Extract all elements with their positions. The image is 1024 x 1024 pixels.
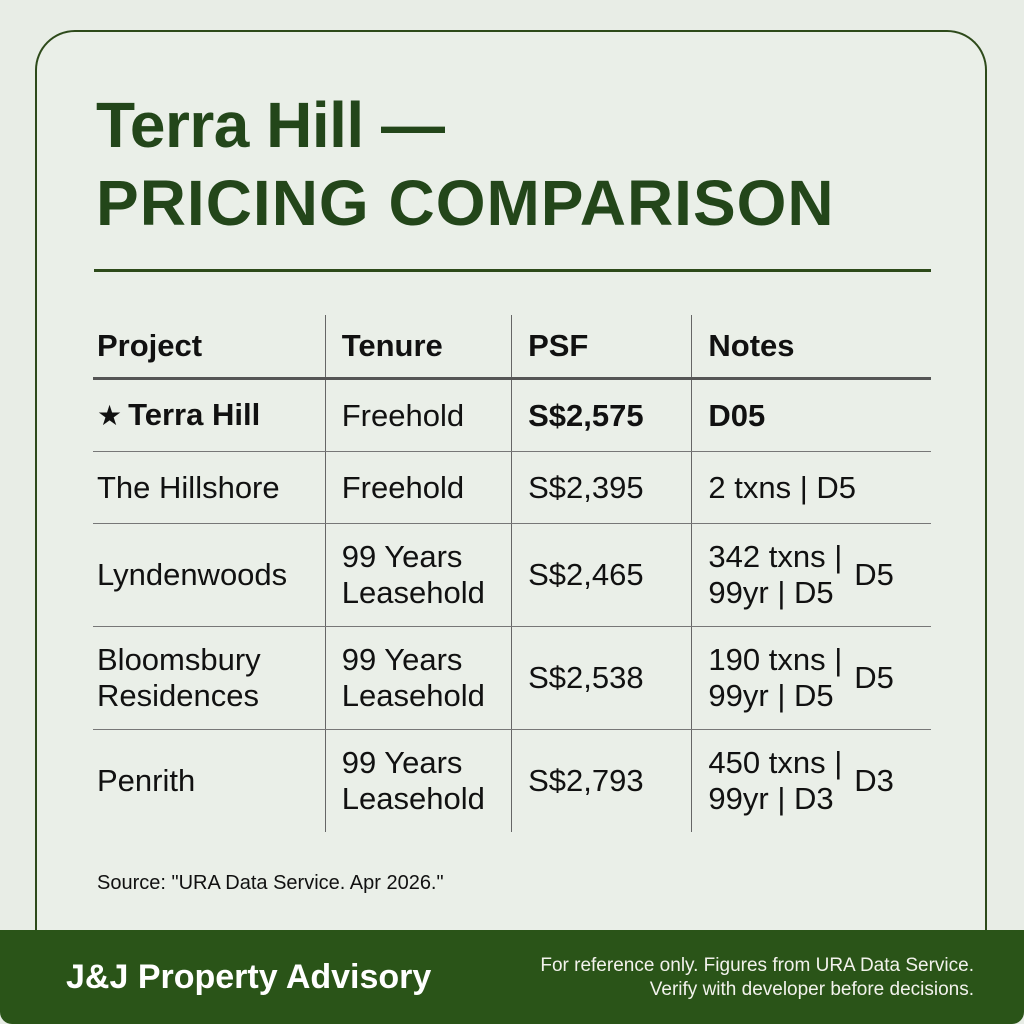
notes-district: D5	[854, 557, 894, 592]
tenure-line-1: 99 Years	[341, 539, 463, 574]
psf-cell: S$2,793	[511, 729, 692, 832]
notes-cell: 2 txns | D5	[691, 451, 931, 524]
notes-line-1: 450 txns |	[708, 745, 843, 780]
project-cell: Penrith	[97, 763, 196, 798]
pricing-table: Project Tenure PSF Notes ★ Terra Hill Fre…	[93, 315, 931, 832]
footer-bar: J&J Property Advisory For reference only…	[0, 930, 1024, 1024]
notes-line-2: 99yr | D5	[708, 575, 834, 610]
table-row-lyndenwoods: Lyndenwoods 99 Years Leasehold S$2,465 3…	[93, 523, 931, 627]
notes-cell: 190 txns | 99yr | D5 D5	[691, 626, 931, 730]
project-cell: Bloomsbury Residences	[93, 626, 326, 730]
notes-line-1: 342 txns |	[708, 539, 843, 574]
notes-line-1: 190 txns |	[708, 642, 843, 677]
tenure-cell: 99 Years Leasehold	[324, 729, 512, 832]
tenure-line-1: 99 Years	[341, 642, 463, 677]
psf-cell: S$2,465	[511, 523, 692, 627]
tenure-line-2: Leasehold	[341, 781, 485, 816]
project-line-2: Residences	[97, 678, 259, 713]
column-header-project: Project	[93, 315, 326, 380]
disclaimer: For reference only. Figures from URA Dat…	[540, 954, 974, 1002]
column-header-tenure: Tenure	[324, 315, 512, 380]
notes-line-2: 99yr | D3	[708, 781, 834, 816]
disclaimer-line-1: For reference only. Figures from URA Dat…	[540, 955, 974, 976]
project-cell: ★ Terra Hill	[93, 378, 326, 452]
notes-district: D3	[854, 763, 894, 798]
notes-cell: 342 txns | 99yr | D5 D5	[691, 523, 931, 627]
brand-name: J&J Property Advisory	[66, 958, 432, 996]
tenure-cell: 99 Years Leasehold	[324, 523, 512, 627]
table-row-penrith: Penrith 99 Years Leasehold S$2,793 450 t…	[93, 729, 931, 832]
page-title: Terra Hill — PRICING COMPARISON	[96, 86, 835, 242]
table-row-the-hillshore: The Hillshore Freehold S$2,395 2 txns | …	[93, 451, 931, 524]
project-line-1: Bloomsbury	[97, 642, 261, 677]
psf-cell: S$2,395	[511, 451, 692, 524]
disclaimer-line-2: Verify with developer before decisions.	[649, 979, 974, 1000]
table-row-bloomsbury-residences: Bloomsbury Residences 99 Years Leasehold…	[93, 626, 931, 730]
column-header-psf: PSF	[511, 315, 692, 380]
table-row-terra-hill: ★ Terra Hill Freehold S$2,575 D05	[93, 378, 931, 452]
source-note: Source: "URA Data Service. Apr 2026."	[97, 872, 444, 894]
notes-district: D5	[854, 660, 894, 695]
tenure-line-1: 99 Years	[341, 745, 463, 780]
table-header-row: Project Tenure PSF Notes	[93, 315, 931, 380]
psf-cell: S$2,538	[511, 626, 692, 730]
notes-cell: 450 txns | 99yr | D3 D3	[691, 729, 931, 832]
project-name: Terra Hill	[128, 397, 261, 432]
notes-line-2: 99yr | D5	[708, 678, 834, 713]
tenure-cell: 99 Years Leasehold	[324, 626, 512, 730]
star-icon: ★	[97, 400, 123, 431]
title-divider	[94, 269, 931, 272]
tenure-line-2: Leasehold	[341, 678, 485, 713]
psf-cell: S$2,575	[511, 378, 692, 452]
tenure-cell: Freehold	[324, 378, 512, 452]
column-header-notes: Notes	[691, 315, 931, 380]
notes-cell: D05	[691, 378, 931, 452]
tenure-line-2: Leasehold	[341, 575, 485, 610]
project-cell: Lyndenwoods	[93, 523, 326, 627]
title-line-2: PRICING COMPARISON	[96, 167, 835, 239]
tenure-cell: Freehold	[324, 451, 512, 524]
project-cell: The Hillshore	[93, 451, 326, 524]
title-line-1: Terra Hill —	[96, 89, 445, 161]
